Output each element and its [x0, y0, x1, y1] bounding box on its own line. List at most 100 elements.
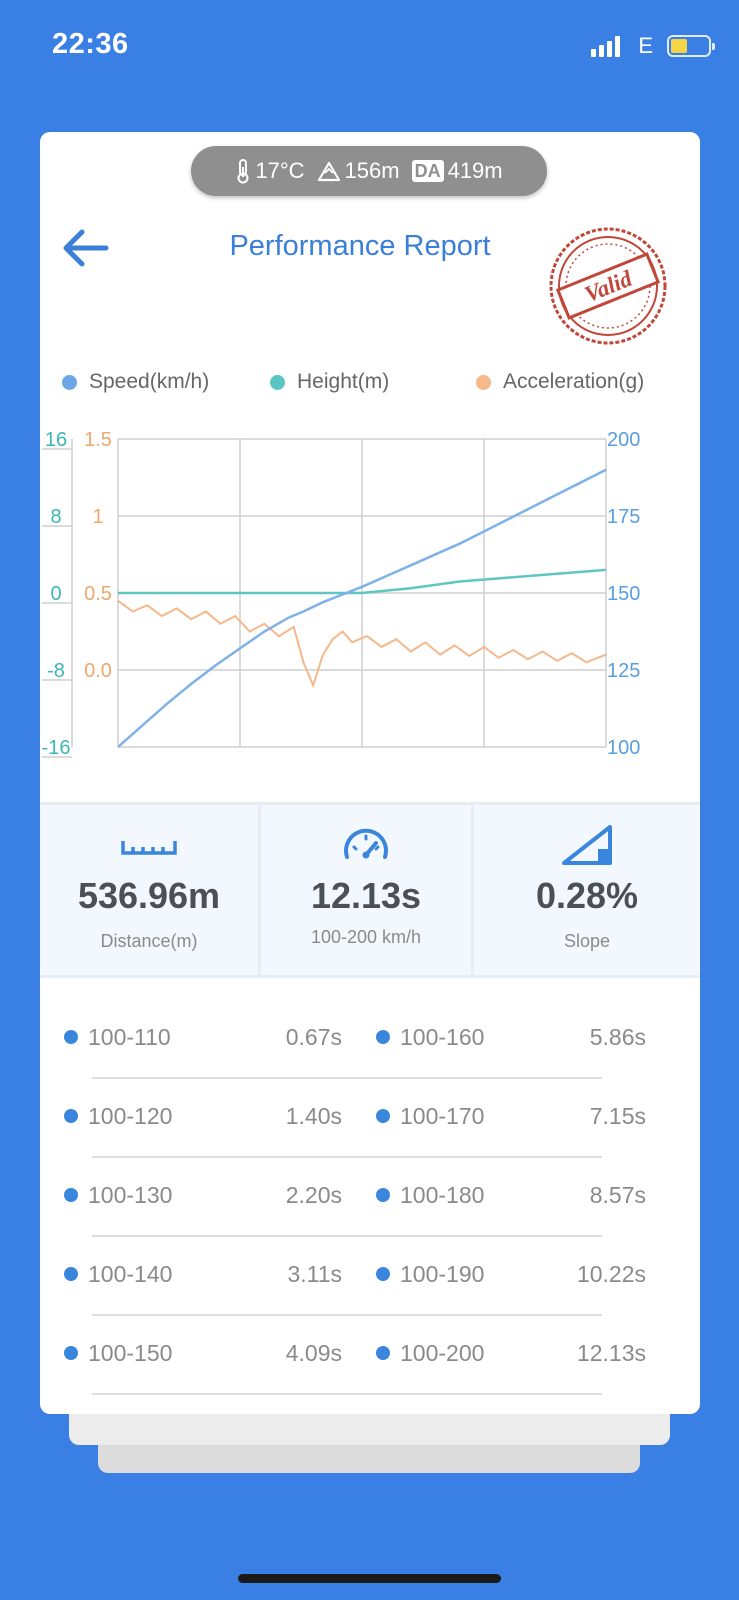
height-tick-label: -16 — [42, 737, 71, 759]
back-arrow-icon — [63, 229, 109, 267]
page-title: Performance Report — [229, 230, 491, 262]
slope-icon — [562, 825, 612, 865]
split-range: 100-200 — [400, 1339, 485, 1366]
split-item: 100-180 8.57s — [376, 1180, 646, 1210]
density-altitude-badge: DA — [411, 160, 444, 182]
stats-panel: 536.96m Distance(m) 12.13s 100-200 km/h — [40, 802, 700, 978]
split-row: 100-130 2.20s 100-180 8.57s — [40, 1158, 700, 1237]
split-item: 100-160 5.86s — [376, 1022, 646, 1052]
time-value: 12.13s — [310, 875, 422, 916]
legend-dot-height — [270, 374, 285, 390]
acceleration-tick-label: 0.0 — [84, 660, 112, 682]
row-divider — [92, 1156, 602, 1158]
back-button[interactable] — [58, 224, 112, 272]
speed-tick-label: 200 — [607, 429, 640, 451]
split-row: 100-110 0.67s 100-160 5.86s — [40, 1000, 700, 1079]
thermometer-icon — [237, 159, 249, 184]
split-range: 100-130 — [88, 1181, 173, 1208]
altitude-item: 156m — [317, 158, 400, 184]
split-dot — [64, 1030, 78, 1044]
split-range: 100-150 — [88, 1339, 173, 1366]
split-dot — [376, 1267, 390, 1281]
split-dot — [376, 1188, 390, 1202]
battery-icon — [667, 35, 715, 57]
temperature-value: 17°C — [255, 158, 305, 183]
legend-label-speed: Speed(km/h) — [89, 370, 210, 393]
split-item: 100-110 0.67s — [64, 1022, 342, 1052]
status-indicators: E — [591, 32, 715, 60]
slope-value: 0.28% — [535, 875, 639, 916]
ruler-icon — [121, 841, 177, 855]
height-tick-label: -8 — [47, 660, 65, 682]
environment-pill: 17°C 156m DA 419m — [191, 146, 547, 196]
split-row: 100-150 4.09s 100-200 12.13s — [40, 1316, 700, 1395]
acceleration-tick-label: 0.5 — [84, 583, 112, 605]
legend-dot-speed — [62, 374, 77, 390]
split-range: 100-170 — [400, 1102, 485, 1129]
split-dot — [376, 1030, 390, 1044]
split-time: 8.57s — [589, 1181, 646, 1208]
split-row: 100-120 1.40s 100-170 7.15s — [40, 1079, 700, 1158]
split-range: 100-110 — [88, 1023, 171, 1050]
row-divider — [92, 1077, 602, 1079]
mountain-icon — [317, 161, 340, 182]
split-time: 12.13s — [576, 1339, 646, 1366]
split-dot — [64, 1109, 78, 1123]
distance-label: Distance(m) — [100, 931, 198, 951]
split-dot — [64, 1267, 78, 1281]
split-time: 3.11s — [287, 1260, 342, 1287]
speed-series-line — [117, 468, 607, 748]
network-type: E — [638, 33, 653, 58]
report-card: 17°C 156m DA 419m Performance Report Val… — [40, 132, 700, 1414]
speed-tick-label: 175 — [607, 506, 640, 528]
legend-item-height: Height(m) — [270, 370, 389, 394]
split-dot — [64, 1346, 78, 1360]
speedometer-icon — [344, 828, 388, 859]
status-bar: 22:36 E — [0, 0, 739, 95]
split-item: 100-190 10.22s — [376, 1259, 646, 1289]
height-tick-label: 8 — [50, 506, 61, 528]
performance-chart: 16 8 0 -8 -16 1.5 1 0.5 0.0 200 175 150 125 100 — [42, 429, 641, 759]
distance-value: 536.96m — [77, 875, 221, 916]
acceleration-tick-label: 1.5 — [84, 429, 112, 451]
home-indicator[interactable] — [238, 1574, 501, 1583]
speed-tick-label: 125 — [607, 660, 640, 682]
split-item: 100-200 12.13s — [376, 1338, 646, 1368]
speed-tick-label: 100 — [607, 737, 640, 759]
split-dot — [376, 1109, 390, 1123]
altitude-value: 156m — [344, 158, 400, 183]
legend-dot-acceleration — [476, 374, 491, 390]
stat-slope: 0.28% Slope — [471, 805, 700, 975]
split-item: 100-140 3.11s — [64, 1259, 342, 1289]
row-divider — [92, 1393, 602, 1395]
split-time: 1.40s — [285, 1102, 342, 1129]
split-time: 10.22s — [576, 1260, 646, 1287]
density-altitude-value: 419m — [447, 158, 503, 183]
status-time: 22:36 — [52, 28, 129, 60]
split-range: 100-140 — [88, 1260, 173, 1287]
acceleration-series-line — [117, 599, 607, 689]
row-divider — [92, 1314, 602, 1316]
split-time: 7.15s — [589, 1102, 646, 1129]
height-series-line — [118, 568, 607, 595]
height-tick-label: 0 — [50, 583, 61, 605]
split-dot — [376, 1346, 390, 1360]
split-item: 100-170 7.15s — [376, 1101, 646, 1131]
split-row: 100-140 3.11s 100-190 10.22s — [40, 1237, 700, 1316]
legend-label-acceleration: Acceleration(g) — [503, 370, 645, 393]
height-tick-label: 16 — [45, 429, 67, 451]
speed-tick-label: 150 — [607, 583, 640, 605]
legend-label-height: Height(m) — [297, 370, 390, 393]
split-times-list: 100-110 0.67s 100-160 5.86s 100-120 1.40… — [40, 1000, 700, 1395]
acceleration-tick-label: 1 — [92, 506, 103, 528]
valid-stamp: Valid — [549, 227, 667, 345]
split-dot — [64, 1188, 78, 1202]
chart-legend: Speed(km/h) Height(m) Acceleration(g) — [62, 367, 692, 397]
temperature-item: 17°C — [235, 158, 305, 184]
split-time: 0.67s — [285, 1023, 342, 1050]
split-item: 100-120 1.40s — [64, 1101, 342, 1131]
stat-distance: 536.96m Distance(m) — [40, 805, 258, 975]
row-divider — [92, 1235, 602, 1237]
signal-icon — [591, 35, 621, 57]
split-time: 5.86s — [589, 1023, 646, 1050]
